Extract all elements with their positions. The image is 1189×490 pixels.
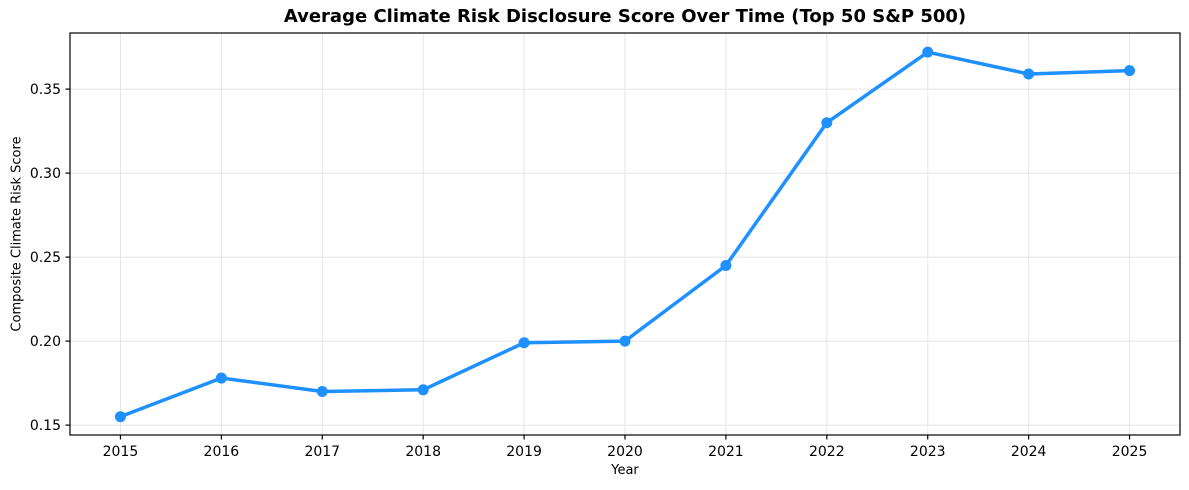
data-point-2017 — [316, 385, 328, 397]
y-tick-label: 0.30 — [30, 166, 61, 182]
x-tick-label: 2022 — [809, 444, 845, 460]
x-tick-label: 2020 — [607, 444, 643, 460]
x-axis-label: Year — [611, 463, 639, 478]
x-tick-label: 2016 — [204, 444, 240, 460]
data-point-2025 — [1124, 65, 1136, 77]
data-point-2024 — [1023, 68, 1035, 80]
chart-title: Average Climate Risk Disclosure Score Ov… — [283, 6, 967, 27]
data-point-2019 — [518, 337, 530, 349]
data-point-2021 — [720, 259, 732, 271]
x-tick-label: 2015 — [103, 444, 139, 460]
x-tick-label: 2024 — [1011, 444, 1047, 460]
x-tick-label: 2021 — [708, 444, 744, 460]
data-point-2023 — [922, 46, 934, 58]
data-point-2018 — [417, 384, 429, 396]
y-tick-label: 0.25 — [30, 250, 61, 266]
y-tick-label: 0.20 — [30, 334, 61, 350]
x-tick-label: 2025 — [1112, 444, 1148, 460]
data-point-2015 — [114, 411, 126, 423]
y-tick-label: 0.15 — [30, 418, 61, 434]
x-tick-label: 2018 — [405, 444, 441, 460]
x-tick-label: 2017 — [304, 444, 340, 460]
x-tick-label: 2023 — [910, 444, 946, 460]
data-point-2022 — [821, 117, 833, 129]
x-tick-label: 2019 — [506, 444, 542, 460]
data-point-2016 — [215, 372, 227, 384]
y-tick-label: 0.35 — [30, 82, 61, 98]
data-point-2020 — [619, 335, 631, 347]
